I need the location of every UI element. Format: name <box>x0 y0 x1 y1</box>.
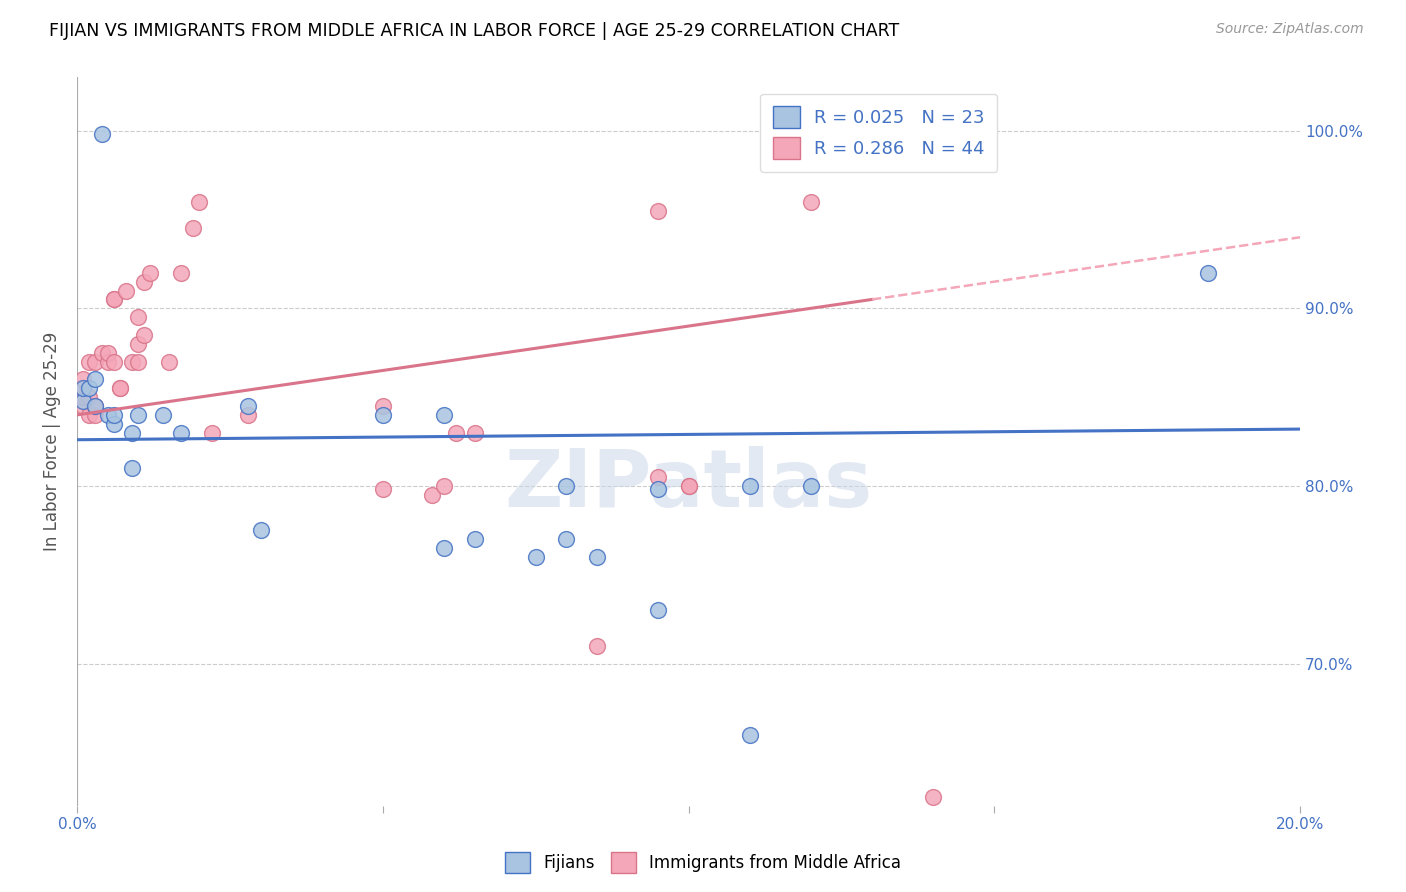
Point <box>103 293 125 307</box>
Point <box>157 354 180 368</box>
Point <box>103 408 125 422</box>
Point <box>72 381 94 395</box>
Point <box>108 381 131 395</box>
Point <box>1197 266 1219 280</box>
Point <box>127 354 149 368</box>
Point <box>127 310 149 325</box>
Point <box>103 354 125 368</box>
Point <box>444 425 467 440</box>
Point <box>371 483 394 497</box>
Point <box>84 399 107 413</box>
Point <box>585 639 607 653</box>
Point <box>464 532 486 546</box>
Point <box>678 479 700 493</box>
Point <box>524 549 547 564</box>
Point <box>97 408 120 422</box>
Point <box>647 203 669 218</box>
Point <box>181 221 204 235</box>
Point <box>121 461 143 475</box>
Point <box>108 381 131 395</box>
Point <box>84 408 107 422</box>
Point <box>121 354 143 368</box>
Point <box>238 408 260 422</box>
Point <box>647 470 669 484</box>
Text: Source: ZipAtlas.com: Source: ZipAtlas.com <box>1216 22 1364 37</box>
Point <box>170 425 193 440</box>
Point <box>79 408 101 422</box>
Point <box>134 275 156 289</box>
Point <box>127 408 149 422</box>
Point <box>433 541 456 555</box>
Point <box>433 408 456 422</box>
Point <box>84 354 107 368</box>
Point <box>72 372 94 386</box>
Legend: Fijians, Immigrants from Middle Africa: Fijians, Immigrants from Middle Africa <box>498 846 908 880</box>
Point <box>152 408 174 422</box>
Point <box>800 479 823 493</box>
Text: FIJIAN VS IMMIGRANTS FROM MIDDLE AFRICA IN LABOR FORCE | AGE 25-29 CORRELATION C: FIJIAN VS IMMIGRANTS FROM MIDDLE AFRICA … <box>49 22 900 40</box>
Point <box>371 399 394 413</box>
Point <box>585 549 607 564</box>
Point <box>555 479 578 493</box>
Point <box>79 354 101 368</box>
Point <box>249 524 271 538</box>
Point <box>90 128 112 142</box>
Point <box>90 345 112 359</box>
Point <box>800 194 823 209</box>
Point <box>84 372 107 386</box>
Point <box>738 479 761 493</box>
Point <box>72 399 94 413</box>
Point <box>97 354 120 368</box>
Point <box>134 328 156 343</box>
Point <box>738 727 761 741</box>
Point <box>188 194 211 209</box>
Point <box>72 381 94 395</box>
Point <box>72 390 94 404</box>
Point <box>922 789 945 804</box>
Point <box>127 336 149 351</box>
Text: ZIPatlas: ZIPatlas <box>505 446 873 524</box>
Point <box>647 483 669 497</box>
Legend: R = 0.025   N = 23, R = 0.286   N = 44: R = 0.025 N = 23, R = 0.286 N = 44 <box>761 94 997 172</box>
Point <box>678 479 700 493</box>
Point <box>238 399 260 413</box>
Point <box>420 488 443 502</box>
Point <box>555 532 578 546</box>
Y-axis label: In Labor Force | Age 25-29: In Labor Force | Age 25-29 <box>44 332 60 551</box>
Point <box>121 425 143 440</box>
Point <box>201 425 224 440</box>
Point <box>97 345 120 359</box>
Point <box>79 390 101 404</box>
Point <box>72 393 94 408</box>
Point <box>139 266 162 280</box>
Point <box>170 266 193 280</box>
Point <box>433 479 456 493</box>
Point <box>115 284 138 298</box>
Point <box>79 381 101 395</box>
Point <box>464 425 486 440</box>
Point <box>103 293 125 307</box>
Point <box>84 399 107 413</box>
Point <box>103 417 125 431</box>
Point <box>371 408 394 422</box>
Point <box>647 603 669 617</box>
